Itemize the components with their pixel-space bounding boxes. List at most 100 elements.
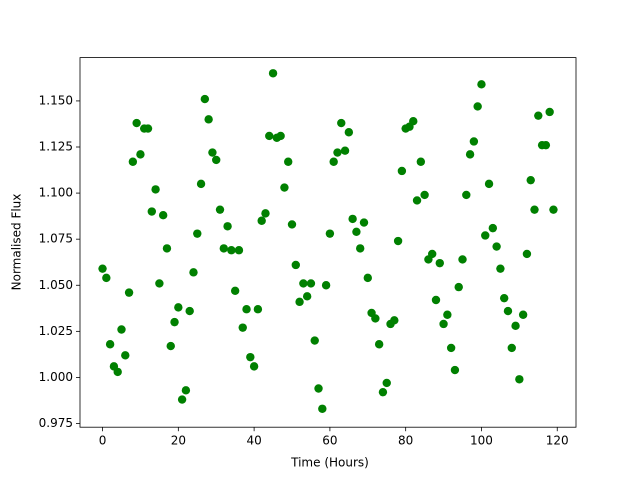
y-tick-label: 0.975 — [39, 416, 73, 430]
point — [420, 190, 429, 200]
point — [439, 319, 448, 329]
point — [208, 148, 217, 157]
point — [356, 244, 365, 253]
point — [412, 196, 422, 205]
point — [526, 175, 535, 185]
point — [166, 341, 175, 351]
y-tick-label: 1.075 — [39, 232, 73, 246]
point — [132, 118, 141, 128]
point — [246, 352, 255, 362]
point — [174, 303, 183, 312]
point — [446, 343, 456, 353]
point — [321, 281, 331, 290]
y-tick-label: 1.100 — [39, 186, 73, 200]
point — [295, 297, 304, 307]
y-tick-label: 1.000 — [39, 370, 73, 384]
point — [337, 118, 346, 128]
point — [147, 207, 157, 216]
point — [242, 305, 251, 314]
point — [128, 157, 138, 166]
x-axis-label: Time (Hours) — [290, 456, 369, 470]
point — [238, 323, 247, 332]
point — [325, 229, 335, 238]
point — [302, 292, 312, 301]
point — [507, 343, 516, 353]
y-tick-label: 1.025 — [39, 324, 73, 338]
point — [393, 236, 403, 246]
point — [428, 249, 437, 259]
point — [230, 286, 240, 295]
point — [98, 264, 107, 273]
point — [170, 317, 179, 327]
point — [196, 179, 206, 189]
point — [549, 205, 558, 214]
point — [287, 220, 297, 229]
point — [151, 185, 160, 194]
point — [496, 264, 505, 273]
x-tick-label: 100 — [470, 434, 493, 448]
point — [397, 166, 407, 176]
axes-frame — [79, 57, 577, 428]
point — [189, 268, 198, 277]
point — [102, 273, 111, 283]
point — [314, 384, 323, 393]
point — [249, 362, 259, 371]
point — [234, 246, 244, 255]
point — [105, 340, 115, 349]
point — [503, 306, 513, 316]
x-tick-label: 120 — [546, 434, 569, 448]
point — [121, 351, 130, 360]
point — [143, 124, 153, 133]
point — [492, 242, 501, 251]
point — [136, 150, 145, 159]
point — [215, 205, 225, 214]
point — [382, 378, 391, 388]
point — [276, 131, 285, 141]
point — [363, 273, 372, 283]
point — [450, 365, 460, 375]
point — [465, 150, 475, 159]
point — [212, 155, 221, 165]
point — [431, 295, 441, 305]
point — [443, 310, 452, 319]
point — [541, 140, 551, 150]
point — [371, 314, 380, 323]
point — [291, 260, 300, 270]
x-tick-label: 60 — [322, 434, 337, 448]
y-axis-label: Normalised Flux — [10, 194, 24, 291]
point — [158, 211, 168, 220]
point — [378, 387, 388, 397]
point — [162, 244, 172, 253]
point — [185, 306, 194, 316]
point — [318, 404, 327, 413]
point — [435, 258, 444, 268]
x-tick-label: 40 — [246, 434, 261, 448]
point — [534, 111, 543, 120]
point — [390, 316, 399, 325]
point — [458, 255, 467, 264]
point — [477, 80, 486, 89]
point — [306, 279, 316, 288]
point — [488, 223, 498, 233]
point — [340, 146, 350, 155]
point — [454, 282, 463, 292]
point — [518, 310, 528, 319]
point — [257, 216, 266, 225]
point — [409, 116, 418, 126]
point — [193, 229, 202, 238]
point — [299, 279, 308, 288]
point — [227, 246, 236, 255]
point — [481, 231, 490, 240]
point — [499, 293, 509, 303]
x-tick-label: 20 — [171, 434, 186, 448]
point — [155, 279, 164, 288]
y-tick-label: 1.050 — [39, 278, 73, 292]
point — [333, 148, 342, 157]
point — [280, 183, 289, 192]
point — [473, 102, 482, 111]
point — [329, 157, 338, 166]
point — [545, 107, 554, 117]
point — [268, 69, 278, 78]
